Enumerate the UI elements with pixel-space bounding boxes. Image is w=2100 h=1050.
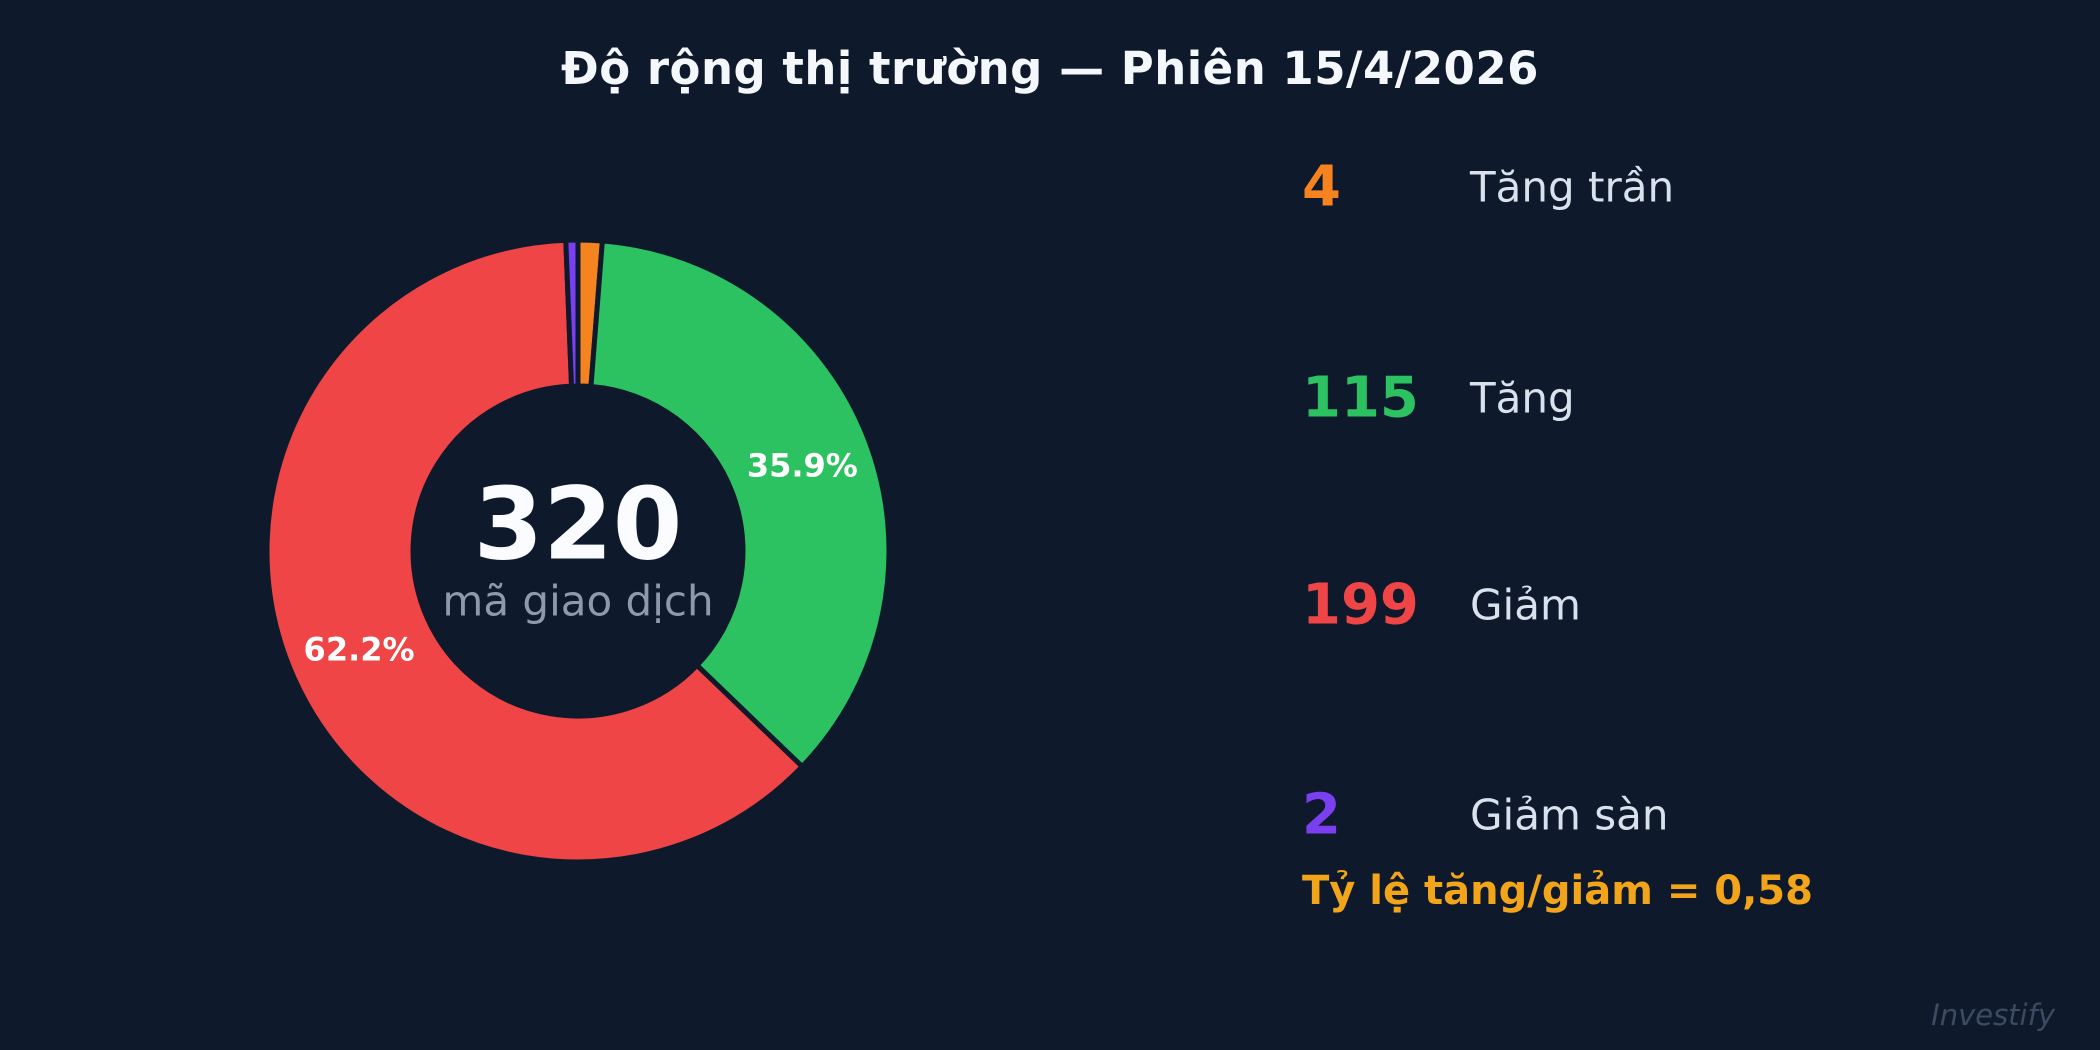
- legend-row-advancers: 115 Tăng: [1302, 353, 2042, 443]
- legend-value-decliners: 199: [1302, 572, 1419, 638]
- slice-pct-label-1: 35.9%: [747, 447, 858, 485]
- legend-row-ceiling: 4 Tăng trần: [1302, 142, 2042, 232]
- legend-label-ceiling: Tăng trần: [1470, 162, 1675, 212]
- legend-row-floor: 2 Giảm sàn: [1302, 770, 2042, 860]
- legend-value-advancers: 115: [1302, 365, 1419, 431]
- donut-center-total: 320: [473, 465, 683, 583]
- legend-value-ceiling: 4: [1302, 154, 1341, 220]
- pie-slice-2: [264, 237, 805, 865]
- legend-label-advancers: Tăng: [1470, 373, 1575, 423]
- legend-label-floor: Giảm sàn: [1470, 790, 1669, 840]
- donut-center-caption: mã giao dịch: [442, 576, 714, 626]
- watermark-investify: Investify: [1931, 998, 2055, 1032]
- pie-slice-3: [563, 237, 581, 389]
- legend-label-decliners: Giảm: [1470, 580, 1581, 630]
- legend-row-decliners: 199 Giảm: [1302, 560, 2042, 650]
- legend-value-floor: 2: [1302, 782, 1341, 848]
- advance-decline-ratio: Tỷ lệ tăng/giảm = 0,58: [1302, 868, 1813, 914]
- slice-pct-label-2: 62.2%: [304, 630, 415, 668]
- chart-title: Độ rộng thị trường — Phiên 15/4/2026: [561, 42, 1539, 95]
- pie-slice-1: [588, 238, 892, 770]
